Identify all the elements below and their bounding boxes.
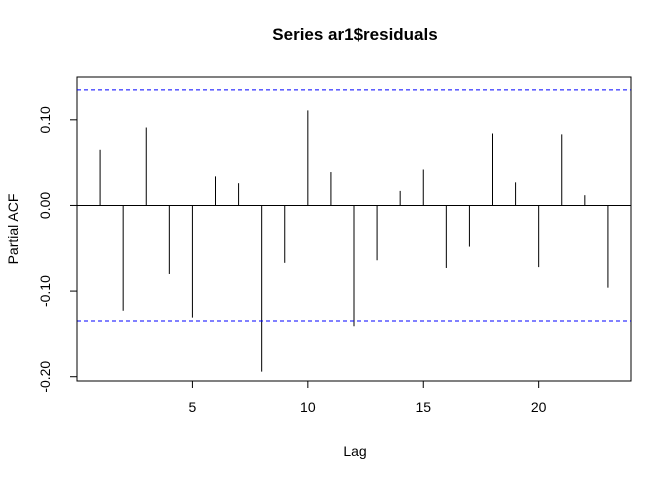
pacf-bars [99, 110, 609, 372]
y-tick-label: -0.20 [37, 361, 53, 393]
x-tick-label: 10 [300, 399, 316, 415]
x-axis-label: Lag [343, 443, 366, 459]
x-tick-label: 15 [415, 399, 431, 415]
y-tick-label: 0.10 [37, 106, 53, 133]
y-tick-label: -0.10 [37, 275, 53, 307]
reference-lines [77, 89, 631, 322]
y-axis: -0.20 -0.10 0.00 0.10 [37, 106, 78, 393]
x-tick-label: 20 [531, 399, 547, 415]
y-tick-label: 0.00 [37, 192, 53, 219]
y-axis-label: Partial ACF [5, 194, 21, 265]
chart-title: Series ar1$residuals [272, 25, 437, 44]
x-axis: 5 10 15 20 [189, 380, 547, 415]
x-tick-label: 5 [189, 399, 197, 415]
